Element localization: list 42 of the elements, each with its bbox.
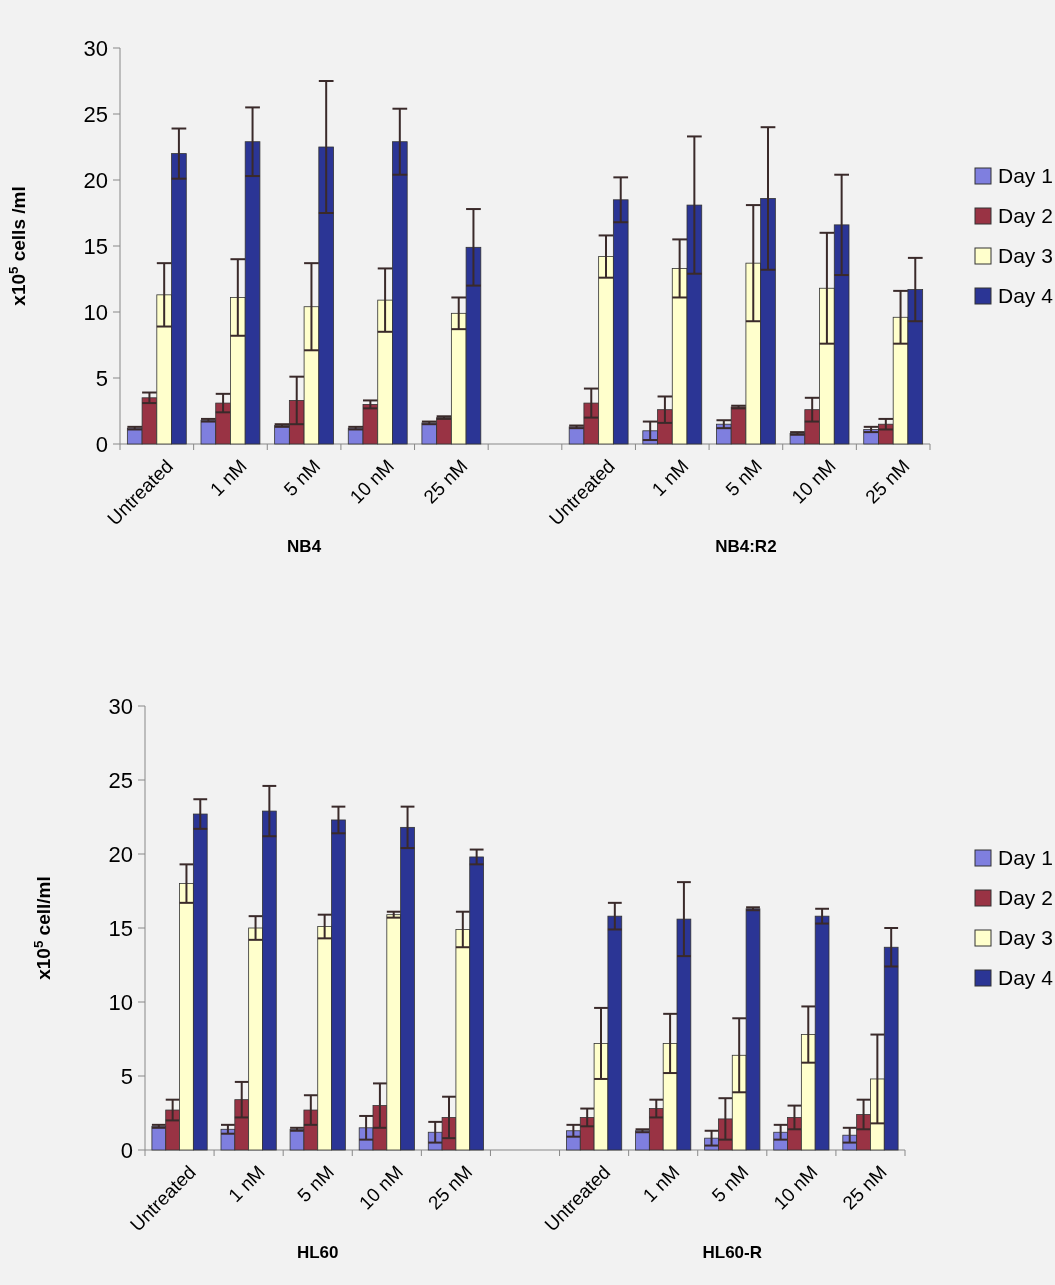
legend-label: Day 4: [998, 966, 1054, 990]
text: HL60: [296, 1243, 339, 1262]
x-tick-label: 25 nM: [423, 1161, 477, 1214]
y-tick-label: 5: [95, 365, 108, 391]
legend-label: Day 1: [998, 164, 1053, 188]
x-tick-label: 1 nM: [224, 1161, 269, 1207]
x-tick-label: 1 nM: [638, 1161, 684, 1207]
legend-label: Day 2: [998, 204, 1053, 228]
y-tick-label: 10: [83, 299, 108, 325]
text: HL60-R: [702, 1243, 763, 1262]
legend-label: Day 4: [998, 284, 1054, 308]
legend-label: Day 1: [998, 846, 1053, 870]
legend-label: Day 3: [998, 244, 1053, 268]
x-tick-label: 25 nM: [419, 455, 472, 508]
x-tick-label: 5 nM: [721, 455, 767, 501]
legend-label: Day 2: [998, 886, 1053, 910]
x-tick-label: 5 nM: [279, 455, 325, 501]
y-tick-label: 25: [83, 101, 108, 127]
x-tick-label: 25 nM: [838, 1161, 891, 1214]
y-tick-label: 10: [108, 989, 133, 1015]
y-tick-label: 25: [108, 767, 133, 793]
y-tick-label: 15: [83, 233, 108, 259]
x-tick-label: 10 nM: [345, 455, 398, 508]
y-tick-label: 30: [83, 35, 108, 61]
y-tick-label: 0: [120, 1137, 133, 1163]
x-tick-label: 10 nM: [354, 1161, 408, 1214]
x-tick-label: 10 nM: [787, 455, 840, 508]
x-tick-label: 1 nM: [647, 455, 693, 501]
x-tick-label: 1 nM: [205, 455, 251, 501]
y-tick-label: 20: [108, 841, 133, 867]
y-tick-label: 20: [83, 167, 108, 193]
y-tick-label: 15: [108, 915, 133, 941]
legend-label: Day 3: [998, 926, 1053, 950]
x-tick-label: 5 nM: [293, 1161, 338, 1207]
y-tick-label: 0: [95, 431, 108, 457]
x-tick-label: 25 nM: [861, 455, 914, 508]
y-tick-label: 5: [120, 1063, 133, 1089]
x-tick-label: 5 nM: [707, 1161, 753, 1207]
text: NB4:R2: [715, 537, 777, 556]
x-tick-label: 10 nM: [769, 1161, 822, 1214]
y-tick-label: 30: [108, 693, 133, 719]
text: NB4: [287, 537, 322, 556]
